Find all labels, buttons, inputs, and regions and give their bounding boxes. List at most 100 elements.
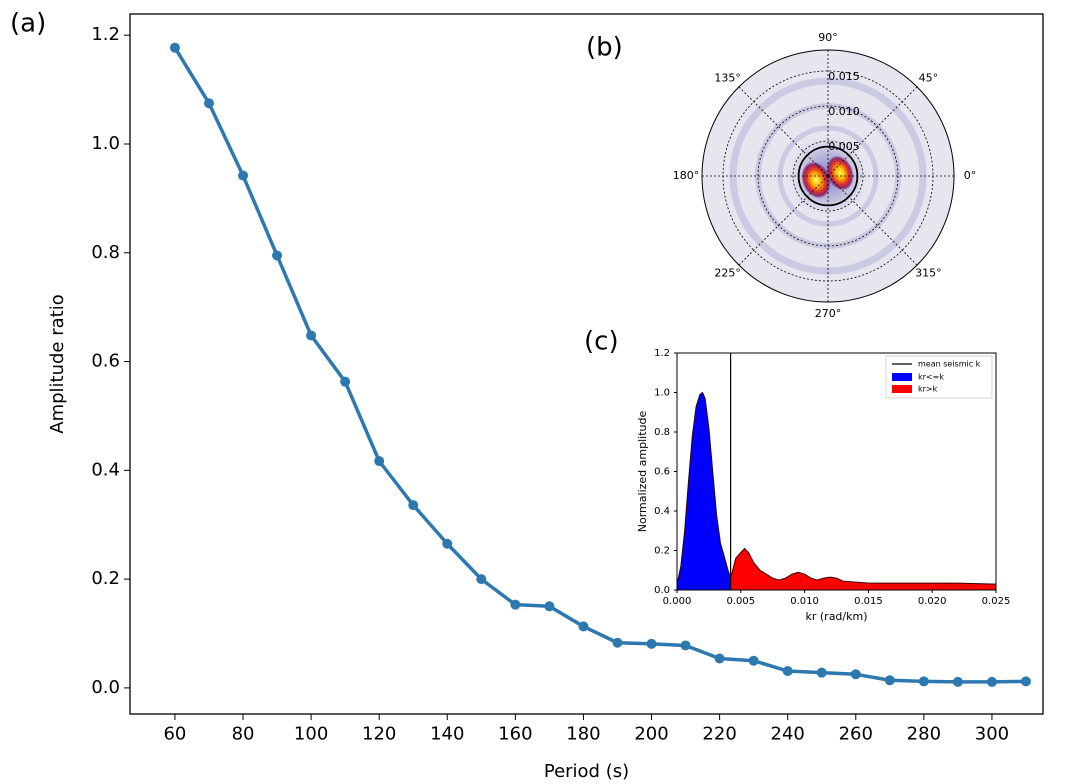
r-tick-label: 0.005 <box>828 140 860 153</box>
x-tick-label: 140 <box>430 723 464 744</box>
x-tick-label: 220 <box>702 723 736 744</box>
polar-frame <box>701 49 955 303</box>
angle-tick-label: 135° <box>714 71 741 84</box>
x-axis-label: kr (rad/km) <box>805 610 867 623</box>
data-point <box>306 330 317 341</box>
x-tick-label: 0.015 <box>854 596 883 607</box>
data-point <box>238 170 249 181</box>
legend-label: mean seismic k <box>918 360 981 369</box>
x-tick-label: 260 <box>839 723 873 744</box>
data-point <box>680 640 691 651</box>
data-point <box>918 676 929 687</box>
heatmap-blob <box>826 155 854 191</box>
data-point <box>476 574 487 585</box>
data-point <box>544 601 555 612</box>
legend-label: kr<=k <box>918 373 944 382</box>
angle-tick-label: 270° <box>815 307 842 320</box>
heatmap-blob <box>801 161 831 199</box>
y-tick-label: 0.6 <box>654 467 670 478</box>
legend-label: kr>k <box>918 385 938 394</box>
data-point <box>272 250 283 261</box>
data-point <box>1020 676 1031 687</box>
data-point <box>578 621 589 632</box>
data-point <box>952 676 963 687</box>
x-tick-label: 120 <box>362 723 396 744</box>
data-point <box>169 42 180 53</box>
area-edge <box>730 547 997 585</box>
data-point <box>510 599 521 610</box>
x-tick-label: 0.000 <box>663 596 692 607</box>
y-tick-label: 0.8 <box>91 242 120 263</box>
y-tick-label: 0.2 <box>654 546 670 557</box>
angle-tick-label: 315° <box>915 267 942 280</box>
polar-spoke <box>738 86 829 177</box>
heatmap-ring <box>729 77 927 275</box>
y-tick-label: 0.8 <box>654 427 670 438</box>
data-point <box>374 456 385 467</box>
data-point <box>442 538 453 549</box>
x-tick-label: 0.010 <box>790 596 819 607</box>
data-point <box>612 637 623 648</box>
plot-frame <box>129 13 1044 715</box>
x-tick-label: 0.005 <box>726 596 755 607</box>
angle-tick-label: 180° <box>673 169 700 182</box>
data-point <box>646 638 657 649</box>
x-tick-label: 240 <box>771 723 805 744</box>
y-tick-label: 1.0 <box>91 133 120 154</box>
x-tick-label: 60 <box>163 723 186 744</box>
r-tick-label: 0.015 <box>828 70 860 83</box>
angle-tick-label: 45° <box>919 71 939 84</box>
x-tick-label: 180 <box>566 723 600 744</box>
y-tick-label: 1.2 <box>91 24 120 45</box>
panel-label: (b) <box>586 33 623 63</box>
y-tick-label: 0.2 <box>91 568 120 589</box>
angle-tick-label: 0° <box>964 169 977 182</box>
angle-tick-label: 225° <box>714 267 741 280</box>
area-edge <box>676 391 732 585</box>
legend-swatch <box>892 385 912 393</box>
angle-tick-label: 90° <box>818 31 838 44</box>
y-tick-label: 0.4 <box>654 506 670 517</box>
data-point <box>782 666 793 677</box>
y-tick-label: 1.0 <box>654 388 670 399</box>
panel-label: (c) <box>584 327 619 357</box>
x-tick-label: 100 <box>294 723 328 744</box>
plot-frame <box>676 352 997 591</box>
data-line <box>173 46 1027 684</box>
polar-grid-circle <box>792 140 864 212</box>
x-tick-label: 0.020 <box>918 596 947 607</box>
y-tick-label: 0.6 <box>91 351 120 372</box>
y-tick-label: 1.2 <box>654 348 670 359</box>
x-axis-label: Period (s) <box>544 761 629 782</box>
x-tick-label: 0.025 <box>982 596 1011 607</box>
x-tick-label: 280 <box>907 723 941 744</box>
r-tick-label: 0.010 <box>828 105 860 118</box>
mean-k-circle <box>797 145 859 207</box>
y-tick-label: 0.0 <box>91 677 120 698</box>
polar-spoke <box>827 86 918 177</box>
y-axis-label: Normalized amplitude <box>636 411 649 533</box>
data-point <box>884 675 895 686</box>
area <box>730 548 996 590</box>
data-point <box>850 669 861 680</box>
polar-spoke <box>738 175 829 266</box>
data-point <box>714 653 725 664</box>
panel-label: (a) <box>10 9 46 39</box>
area <box>677 392 731 590</box>
x-tick-label: 300 <box>975 723 1009 744</box>
data-point <box>986 676 997 687</box>
y-tick-label: 0.0 <box>654 585 670 596</box>
polar-spoke <box>827 175 918 266</box>
y-axis-label: Amplitude ratio <box>47 294 68 433</box>
x-tick-label: 160 <box>498 723 532 744</box>
data-point <box>408 500 419 511</box>
x-tick-label: 200 <box>634 723 668 744</box>
data-point <box>816 667 827 678</box>
data-point <box>340 376 351 387</box>
x-tick-label: 80 <box>232 723 255 744</box>
data-point <box>748 655 759 666</box>
data-point <box>203 98 214 109</box>
legend-swatch <box>892 373 912 381</box>
y-tick-label: 0.4 <box>91 459 120 480</box>
